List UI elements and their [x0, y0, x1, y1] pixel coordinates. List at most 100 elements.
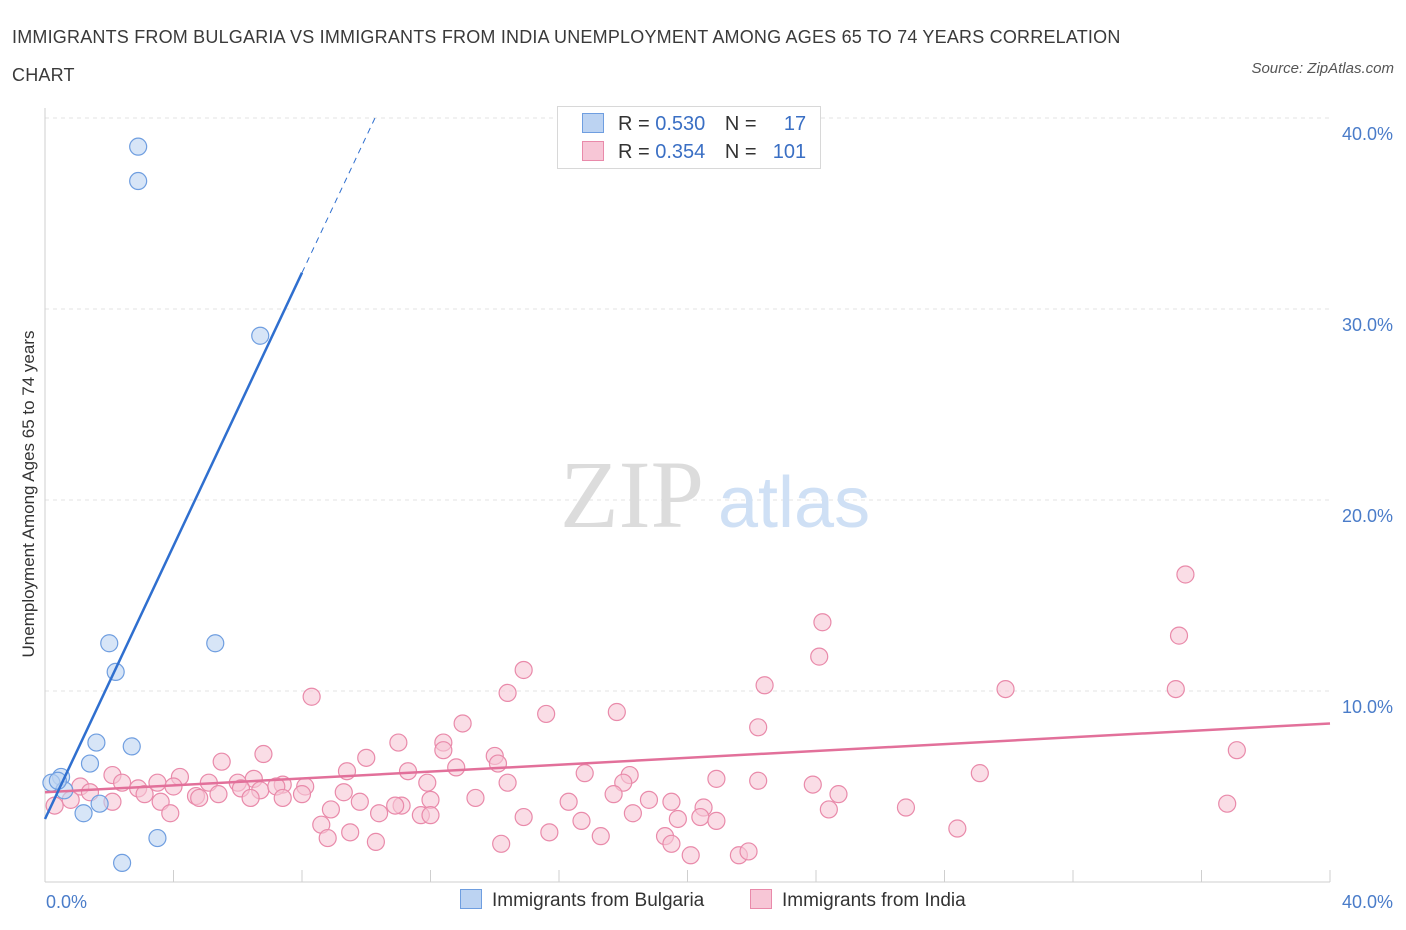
watermark-zip: ZIP: [560, 441, 704, 548]
india-point: [1218, 794, 1237, 813]
axes: [44, 108, 1331, 883]
india-point: [321, 800, 341, 819]
india-point: [350, 792, 369, 811]
y-tick-label: 10.0%: [1342, 697, 1393, 717]
india-point: [623, 804, 642, 823]
india-point: [575, 764, 594, 783]
india-point: [498, 773, 517, 792]
india-point: [896, 798, 916, 817]
india-point: [341, 823, 360, 842]
india-point: [681, 846, 700, 865]
india-point: [829, 785, 848, 804]
bulgaria-point: [129, 171, 148, 191]
india-point: [803, 775, 822, 794]
series-legend-bulgaria: Immigrants from Bulgaria: [460, 889, 704, 912]
india-swatch: [582, 141, 604, 161]
india-point: [662, 792, 681, 811]
bulgaria-n-value: 17: [783, 113, 807, 135]
india-point: [691, 807, 710, 827]
india-point: [668, 809, 687, 829]
india-point: [357, 748, 376, 767]
bulgaria-point: [87, 733, 106, 752]
india-point: [370, 804, 389, 823]
india-point: [212, 752, 231, 771]
bulgaria-r-label: R =: [618, 113, 650, 135]
india-point: [453, 714, 472, 733]
bulgaria-point: [100, 634, 119, 653]
india-point: [604, 785, 623, 804]
watermark-atlas: atlas: [718, 463, 870, 543]
india-point: [970, 764, 989, 783]
bulgaria-point: [251, 326, 270, 345]
y-tick-label: 40.0%: [1342, 124, 1393, 144]
correlation-legend: R = 0.530 N = 17 R = 0.354 N = 101: [557, 106, 821, 169]
india-point: [421, 806, 440, 825]
india-point: [749, 718, 768, 737]
bulgaria-points: [42, 137, 270, 873]
india-point: [1176, 565, 1195, 584]
india-point: [161, 804, 180, 823]
india-point: [749, 771, 768, 790]
india-point: [273, 788, 292, 808]
india-point: [386, 796, 405, 815]
india-point: [292, 785, 312, 804]
india-point: [241, 788, 260, 808]
india-point: [498, 683, 517, 703]
india-point: [334, 783, 353, 802]
bulgaria-n-label: N =: [724, 113, 757, 135]
india-point: [739, 842, 758, 861]
india-point: [514, 807, 533, 827]
bulgaria-legend-swatch: [460, 889, 482, 909]
x-tick-label: 40.0%: [1342, 892, 1393, 912]
india-r-label: R =: [618, 141, 650, 163]
india-legend-label: Immigrants from India: [782, 890, 966, 911]
india-point: [418, 773, 437, 792]
india-point: [466, 788, 485, 808]
bulgaria-swatch: [582, 113, 604, 133]
india-point: [639, 790, 659, 809]
india-legend-swatch: [750, 889, 772, 909]
india-point: [514, 660, 533, 680]
india-point: [398, 762, 418, 781]
bulgaria-point: [112, 853, 132, 873]
india-point: [1166, 679, 1185, 699]
india-point: [813, 613, 832, 632]
india-n-label: N =: [724, 141, 757, 163]
bulgaria-point: [80, 754, 100, 773]
india-point: [948, 819, 967, 838]
india-point: [318, 828, 337, 848]
gridlines: [45, 117, 1330, 692]
y-axis-title: Unemployment Among Ages 65 to 74 years: [19, 331, 38, 658]
x-tick-labels: 0.0% 40.0%: [46, 892, 1393, 912]
india-point: [492, 834, 511, 853]
bulgaria-point: [206, 634, 225, 653]
india-point: [389, 733, 408, 752]
bulgaria-point: [129, 137, 148, 156]
india-point: [1227, 741, 1246, 760]
india-point: [996, 679, 1015, 699]
india-point: [1169, 626, 1189, 645]
india-point: [591, 827, 610, 846]
bulgaria-point: [122, 737, 141, 756]
bulgaria-point: [90, 794, 109, 813]
india-points: [45, 565, 1246, 865]
source-label: Source: ZipAtlas.com: [1251, 60, 1394, 77]
india-point: [434, 741, 453, 760]
chart-title: IMMIGRANTS FROM BULGARIA VS IMMIGRANTS F…: [12, 27, 1121, 85]
india-r-value: 0.354: [655, 141, 706, 163]
india-point: [540, 823, 559, 842]
india-point: [447, 758, 466, 777]
bulgaria-trend-line: [43, 272, 304, 820]
india-point: [209, 785, 228, 804]
bulgaria-r-value: 0.530: [655, 113, 706, 135]
trend-lines: [43, 115, 1331, 820]
bulgaria-point: [74, 804, 93, 823]
india-point: [302, 687, 321, 706]
india-point: [537, 704, 556, 724]
y-tick-label: 20.0%: [1342, 506, 1393, 526]
india-point: [707, 769, 726, 788]
y-tick-labels: 10.0% 20.0% 30.0% 40.0%: [1342, 124, 1393, 717]
y-tick-label: 30.0%: [1342, 315, 1393, 335]
x-tick-label: 0.0%: [46, 892, 87, 912]
